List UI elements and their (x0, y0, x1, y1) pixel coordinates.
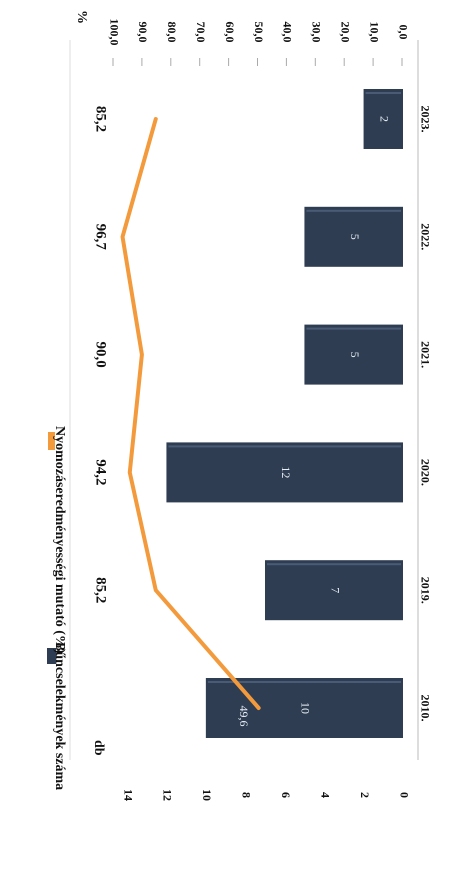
bar (265, 560, 403, 621)
right-axis-tick-label: 10,0 (367, 22, 381, 43)
right-axis-unit-label: % (74, 10, 89, 24)
category-label: 2022. (418, 223, 432, 250)
right-axis-tick-label: 60,0 (223, 22, 237, 43)
right-axis-tick-label: 30,0 (310, 22, 324, 43)
category-label: 2020. (418, 459, 432, 486)
legend-bar-label: Bűncselekmények száma (52, 642, 67, 790)
line-value-label: 85,2 (93, 106, 109, 132)
category-label: 2021. (418, 341, 432, 368)
right-axis-tick-label: 100,0 (107, 19, 121, 46)
bar (304, 324, 403, 385)
bar-value-label: 7 (328, 587, 342, 593)
right-axis-tick-label: 50,0 (252, 22, 266, 43)
bar-highlight (168, 445, 401, 448)
right-axis-tick-label: 0,0 (396, 25, 410, 40)
left-axis-tick-label: 2 (358, 792, 372, 798)
legend-line-swatch (48, 432, 55, 450)
left-axis-tick-label: 14 (121, 789, 135, 801)
line-series (120, 117, 261, 710)
left-axis-tick-label: 4 (318, 792, 332, 798)
bar-value-label: 2 (378, 116, 392, 122)
category-label: 2023. (418, 106, 432, 133)
bar-value-label: 12 (279, 466, 293, 478)
bar (166, 442, 403, 503)
right-axis-tick-label: 20,0 (338, 22, 352, 43)
line-value-label: 49,6 (237, 706, 251, 727)
bar (363, 89, 403, 149)
bar (304, 206, 403, 267)
left-axis-tick-label: 0 (397, 792, 411, 798)
bar-highlight (365, 92, 401, 94)
left-axis-tick-label: 10 (200, 789, 214, 801)
bar-value-label: 5 (348, 234, 362, 240)
bar-highlight (207, 681, 401, 683)
line-value-label: 90,0 (93, 341, 109, 367)
bar-value-label: 10 (299, 702, 313, 714)
right-axis-tick-label: 70,0 (194, 22, 208, 43)
right-axis-tick-label: 40,0 (281, 22, 295, 43)
legend: Bűncselekmények száma Nyomozáseredményes… (47, 426, 67, 790)
bar-highlight (306, 327, 401, 330)
line-value-label: 96,7 (93, 224, 109, 251)
line-value-label: 85,2 (93, 577, 109, 603)
category-label: 2010. (418, 695, 432, 722)
left-axis-unit-label: db (91, 740, 106, 756)
bar-highlight (267, 563, 401, 566)
left-axis-tick-label: 6 (279, 792, 293, 798)
bar-highlight (306, 209, 401, 212)
category-label: 2019. (418, 577, 432, 604)
legend-bar-swatch (47, 648, 56, 664)
legend-line-label: Nyomozáseredményességi mutató (%) (52, 426, 67, 654)
left-axis-tick-label: 8 (240, 792, 254, 798)
right-axis-tick-label: 80,0 (165, 22, 179, 43)
right-axis-tick-label: 90,0 (136, 22, 150, 43)
line-value-label: 94,2 (93, 459, 109, 485)
left-axis-tick-label: 12 (161, 789, 175, 801)
bar-value-label: 5 (348, 352, 362, 358)
